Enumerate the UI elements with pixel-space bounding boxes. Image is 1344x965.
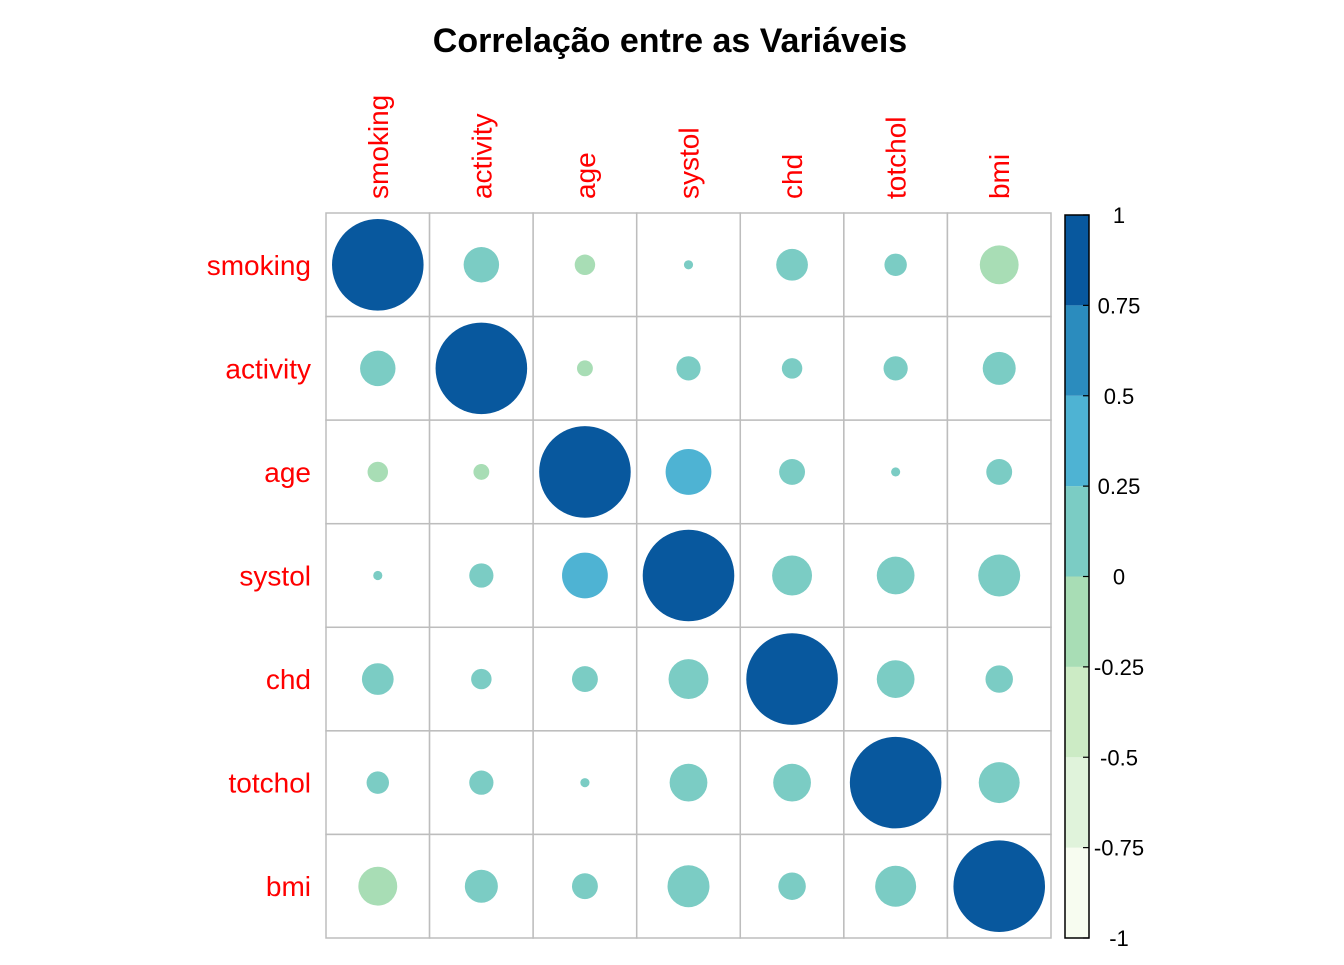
corr-circle-chd-activity	[471, 668, 492, 690]
corr-circle-chd-bmi	[985, 665, 1013, 693]
row-labels: smoking activity age systol chd totchol bmi	[207, 250, 311, 902]
corr-circle-systol-age	[562, 552, 608, 599]
corr-circle-age-bmi	[986, 458, 1013, 485]
row-label-totchol: totchol	[229, 768, 312, 799]
colorbar-legend: 1 0.75 0.5 0.25 0 -0.25 -0.5 -0.75 -1	[1064, 203, 1144, 951]
colorbar-tick-label: 1	[1113, 203, 1125, 228]
corr-circle-age-systol	[665, 449, 712, 495]
colorbar-bin-1	[1065, 757, 1089, 848]
corr-circle-chd-age	[571, 666, 598, 693]
corr-circle-age-age	[539, 426, 631, 518]
colorbar-tick-label: 0.5	[1104, 384, 1135, 409]
col-label-bmi: bmi	[984, 154, 1015, 199]
colorbar-bin-2	[1065, 666, 1089, 758]
corr-circle-bmi-smoking	[358, 866, 398, 906]
corr-circle-systol-systol	[642, 529, 735, 622]
corr-circle-smoking-totchol	[884, 253, 907, 277]
corr-circle-totchol-smoking	[366, 771, 390, 794]
corr-circle-smoking-bmi	[979, 245, 1019, 285]
corr-circle-activity-bmi	[982, 351, 1016, 385]
corr-circle-bmi-totchol	[875, 865, 917, 907]
corr-circle-smoking-age	[574, 254, 596, 276]
col-label-age: age	[570, 152, 601, 199]
corr-circle-chd-smoking	[361, 663, 394, 695]
col-label-totchol: totchol	[881, 117, 912, 200]
row-label-age: age	[264, 457, 311, 488]
corr-circle-totchol-chd	[773, 763, 811, 802]
column-labels: smoking activity age systol chd totchol bmi	[363, 95, 1015, 199]
matrix-cell-activity-smoking	[325, 315, 431, 421]
col-label-activity: activity	[466, 113, 497, 199]
corr-circle-smoking-activity	[463, 247, 500, 283]
colorbar-bin-5	[1065, 395, 1089, 487]
corr-circle-smoking-chd	[776, 248, 808, 281]
colorbar-tick-label: 0.75	[1098, 293, 1141, 318]
colorbar-bin-3	[1065, 576, 1089, 667]
col-label-systol: systol	[674, 127, 705, 199]
corr-circle-bmi-age	[571, 873, 598, 900]
corr-circle-bmi-systol	[667, 865, 710, 908]
colorbar-tick-label: -0.75	[1094, 836, 1144, 861]
corr-circle-smoking-systol	[683, 260, 694, 270]
corr-circle-activity-totchol	[883, 356, 908, 381]
corr-circle-activity-age	[576, 360, 593, 377]
row-label-systol: systol	[239, 561, 311, 592]
corr-circle-chd-chd	[746, 633, 838, 725]
colorbar-tick-label: -1	[1109, 926, 1129, 951]
corr-circle-totchol-totchol	[849, 736, 942, 829]
corr-circle-smoking-smoking	[332, 219, 424, 311]
corr-circle-systol-totchol	[876, 556, 915, 595]
corr-circle-totchol-bmi	[978, 762, 1020, 804]
corr-circle-age-chd	[779, 458, 806, 485]
matrix-cell-activity-bmi	[946, 315, 1052, 421]
corr-circle-chd-totchol	[876, 660, 915, 698]
matrix-circles	[332, 219, 1045, 932]
corr-circle-age-smoking	[367, 461, 389, 483]
corr-circle-activity-chd	[781, 358, 803, 379]
colorbar-bin-7	[1065, 215, 1089, 306]
corr-circle-age-activity	[473, 463, 490, 480]
row-label-chd: chd	[266, 664, 311, 695]
colorbar-tick-label: -0.5	[1100, 745, 1138, 770]
matrix-cell-totchol-systol	[635, 730, 742, 836]
corr-circle-chd-systol	[668, 659, 709, 700]
matrix-cell-systol-smoking	[325, 522, 431, 629]
row-label-bmi: bmi	[266, 871, 311, 902]
corr-circle-activity-activity	[435, 322, 528, 415]
corr-circle-systol-activity	[469, 563, 494, 588]
col-label-chd: chd	[777, 154, 808, 199]
row-label-activity: activity	[225, 353, 311, 384]
corr-circle-totchol-age	[580, 778, 590, 788]
corr-circle-systol-chd	[772, 555, 813, 596]
corr-circle-totchol-systol	[669, 763, 708, 802]
colorbar-bin-0	[1065, 847, 1089, 938]
corr-circle-activity-systol	[676, 356, 701, 381]
corr-circle-age-totchol	[891, 467, 901, 477]
colorbar-tick-label: -0.25	[1094, 655, 1144, 680]
row-label-smoking: smoking	[207, 250, 311, 281]
matrix-cells	[325, 212, 1052, 939]
corr-circle-bmi-activity	[464, 869, 498, 903]
col-label-smoking: smoking	[363, 95, 394, 199]
colorbar-tick-label: 0.25	[1098, 474, 1141, 499]
corr-circle-activity-smoking	[360, 350, 396, 387]
chart-title: Correlação entre as Variáveis	[433, 22, 907, 60]
corr-circle-systol-bmi	[978, 554, 1021, 597]
colorbar-tick-label: 0	[1113, 565, 1125, 590]
corr-circle-totchol-activity	[469, 770, 494, 795]
colorbar-bin-6	[1065, 305, 1089, 396]
corr-circle-bmi-bmi	[953, 840, 1045, 932]
colorbar-bin-4	[1065, 486, 1089, 577]
corr-circle-systol-smoking	[373, 570, 383, 581]
corr-circle-bmi-chd	[778, 872, 806, 900]
